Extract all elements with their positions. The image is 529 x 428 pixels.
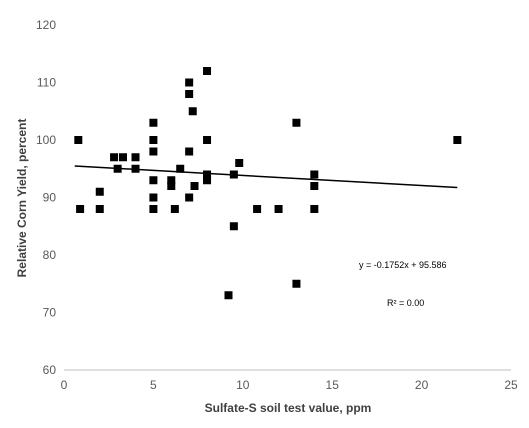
data-point bbox=[167, 182, 176, 190]
data-point bbox=[176, 164, 185, 173]
data-point bbox=[95, 187, 104, 196]
y-tick-label: 110 bbox=[37, 76, 56, 90]
data-point bbox=[119, 153, 128, 162]
x-axis-title: Sulfate-S soil test value, ppm bbox=[205, 401, 372, 415]
data-point bbox=[167, 176, 176, 185]
y-tick-label: 120 bbox=[36, 18, 56, 32]
data-point bbox=[203, 170, 212, 179]
data-point bbox=[188, 107, 197, 116]
data-point bbox=[310, 182, 319, 190]
data-point bbox=[190, 182, 199, 190]
trendline-equation: y = -0.1752x + 95.586 bbox=[359, 260, 447, 270]
data-point bbox=[203, 176, 212, 185]
data-point bbox=[253, 205, 262, 213]
data-point bbox=[149, 136, 158, 144]
data-point bbox=[229, 222, 238, 231]
data-point bbox=[170, 205, 179, 213]
data-point bbox=[131, 153, 140, 162]
data-point bbox=[149, 118, 158, 127]
y-tick-label: 70 bbox=[43, 306, 57, 320]
data-point bbox=[310, 170, 319, 179]
data-point bbox=[149, 147, 158, 156]
y-tick-label: 90 bbox=[43, 191, 57, 205]
y-tick-label: 100 bbox=[36, 133, 56, 147]
r-squared-label: R² = 0.00 bbox=[387, 298, 424, 308]
data-point bbox=[185, 78, 194, 87]
x-tick-label: 20 bbox=[415, 378, 429, 392]
data-point bbox=[310, 205, 319, 213]
data-point bbox=[113, 164, 122, 173]
data-point bbox=[131, 164, 140, 173]
data-point bbox=[453, 136, 462, 144]
data-point bbox=[185, 193, 194, 202]
data-point bbox=[185, 147, 194, 156]
data-point bbox=[224, 291, 233, 300]
data-point bbox=[274, 205, 283, 213]
y-tick-label: 60 bbox=[43, 363, 57, 377]
data-point bbox=[149, 193, 158, 202]
data-point bbox=[203, 136, 212, 144]
x-tick-label: 25 bbox=[504, 378, 518, 392]
x-tick-label: 10 bbox=[236, 378, 250, 392]
data-point bbox=[76, 205, 85, 213]
data-point bbox=[292, 118, 301, 127]
y-axis-ticks: 60 70 80 90 100 110 120 bbox=[36, 18, 56, 377]
data-point bbox=[149, 205, 158, 213]
data-point bbox=[185, 90, 194, 98]
data-point bbox=[235, 159, 244, 167]
y-tick-label: 80 bbox=[43, 248, 57, 262]
data-points bbox=[74, 67, 462, 300]
x-axis-ticks: 0 5 10 15 20 25 bbox=[61, 378, 518, 392]
x-tick-label: 0 bbox=[61, 378, 68, 392]
data-point bbox=[95, 205, 104, 213]
y-axis-title: Relative Corn Yield, percent bbox=[15, 119, 29, 278]
data-point bbox=[203, 67, 212, 75]
data-point bbox=[149, 176, 158, 185]
data-point bbox=[74, 136, 83, 144]
data-point bbox=[292, 279, 301, 288]
x-tick-label: 5 bbox=[150, 378, 157, 392]
x-tick-label: 15 bbox=[326, 378, 340, 392]
data-point bbox=[110, 153, 119, 162]
data-point bbox=[229, 170, 238, 179]
